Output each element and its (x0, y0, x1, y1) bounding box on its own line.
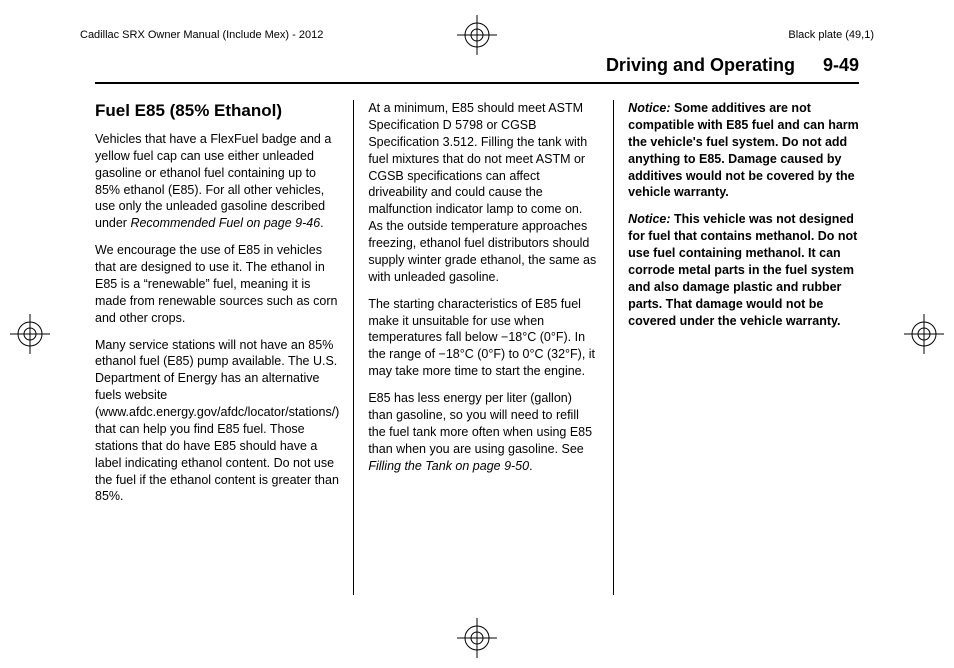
page-header: Driving and Operating 9-49 (95, 55, 859, 84)
col1-p2: We encourage the use of E85 in vehicles … (95, 242, 339, 326)
notice-label: Notice: (628, 212, 670, 226)
col2-p3: E85 has less energy per liter (gallon) t… (368, 390, 599, 474)
crop-mark-bottom (457, 618, 497, 658)
text: . (320, 216, 323, 230)
registration-icon (457, 618, 497, 658)
notice-1: Notice: Some additives are not compatibl… (628, 100, 859, 201)
plate-text: Black plate (49,1) (788, 29, 874, 41)
col1-p3: Many service stations will not have an 8… (95, 337, 339, 506)
column-3: Notice: Some additives are not compatibl… (613, 100, 859, 595)
section-title: Driving and Operating (606, 55, 795, 76)
link-recommended-fuel: Recommended Fuel on page 9-46 (130, 216, 320, 230)
column-1: Fuel E85 (85% Ethanol) Vehicles that hav… (95, 100, 353, 595)
registration-icon (457, 15, 497, 55)
notice-label: Notice: (628, 101, 670, 115)
notice-1-text: Some additives are not compatible with E… (628, 101, 859, 199)
registration-icon (10, 314, 50, 354)
crop-mark-top (457, 15, 497, 55)
column-2: At a minimum, E85 should meet ASTM Speci… (353, 100, 613, 595)
link-filling-tank: Filling the Tank on page 9-50 (368, 459, 529, 473)
text: . (529, 459, 532, 473)
heading-fuel-e85: Fuel E85 (85% Ethanol) (95, 100, 339, 123)
notice-2-text: This vehicle was not designed for fuel t… (628, 212, 857, 327)
page-content: Driving and Operating 9-49 Fuel E85 (85%… (95, 55, 859, 613)
col2-p2: The starting characteristics of E85 fuel… (368, 296, 599, 380)
text: E85 has less energy per liter (gallon) t… (368, 391, 592, 456)
registration-icon (904, 314, 944, 354)
manual-title: Cadillac SRX Owner Manual (Include Mex) … (80, 29, 323, 41)
crop-mark-left (10, 314, 50, 354)
col1-p1: Vehicles that have a FlexFuel badge and … (95, 131, 339, 232)
crop-mark-right (904, 314, 944, 354)
page-number: 9-49 (823, 55, 859, 76)
col2-p1: At a minimum, E85 should meet ASTM Speci… (368, 100, 599, 286)
notice-2: Notice: This vehicle was not designed fo… (628, 211, 859, 329)
text-columns: Fuel E85 (85% Ethanol) Vehicles that hav… (95, 100, 859, 595)
